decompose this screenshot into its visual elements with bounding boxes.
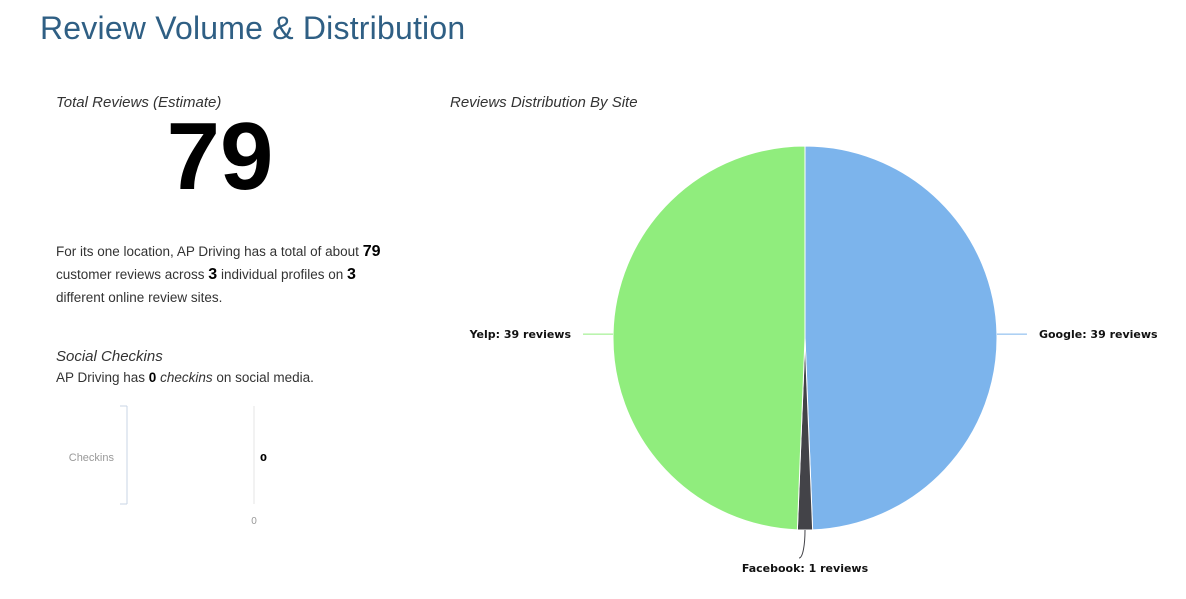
checkins-text-1: AP Driving has xyxy=(56,370,149,385)
social-checkins-label: Social Checkins xyxy=(56,348,163,365)
checkins-bar-chart: Checkins 0 0 xyxy=(69,405,267,527)
pie-label-facebook: Facebook: 1 reviews xyxy=(742,562,869,575)
summary-text-4: different online review sites. xyxy=(56,290,223,305)
social-checkins-text: AP Driving has 0 checkins on social medi… xyxy=(56,370,314,385)
summary-total: 79 xyxy=(362,243,381,260)
pie-label-google: Google: 39 reviews xyxy=(1039,328,1158,341)
summary-sites: 3 xyxy=(347,266,356,283)
pie-slice-google[interactable] xyxy=(804,145,998,531)
checkins-category-label: Checkins xyxy=(69,452,115,464)
checkins-text-2: on social media. xyxy=(212,370,314,385)
pie-slice-yelp[interactable] xyxy=(612,145,806,531)
summary-text-2: customer reviews across xyxy=(56,267,209,282)
pie-connector-facebook xyxy=(798,529,806,559)
pie-label-yelp: Yelp: 39 reviews xyxy=(469,328,572,341)
total-reviews-value: 79 xyxy=(166,103,274,210)
page-title: Review Volume & Distribution xyxy=(40,10,466,46)
summary-text-1: For its one location, AP Driving has a t… xyxy=(56,244,363,259)
reviews-distribution-pie-chart: Google: 39 reviews Facebook: 1 reviews Yel… xyxy=(469,145,1158,575)
reviews-summary: For its one location, AP Driving has a t… xyxy=(56,240,406,309)
pie-chart-title: Reviews Distribution By Site xyxy=(450,94,638,111)
checkins-count: 0 xyxy=(148,370,157,385)
summary-profiles: 3 xyxy=(208,266,218,283)
checkins-x-tick: 0 xyxy=(251,516,257,527)
total-reviews-label: Total Reviews (Estimate) xyxy=(56,94,222,111)
checkins-emph: checkins xyxy=(160,370,213,385)
summary-text-3: individual profiles on xyxy=(217,267,348,282)
checkins-data-label: 0 xyxy=(260,453,267,464)
